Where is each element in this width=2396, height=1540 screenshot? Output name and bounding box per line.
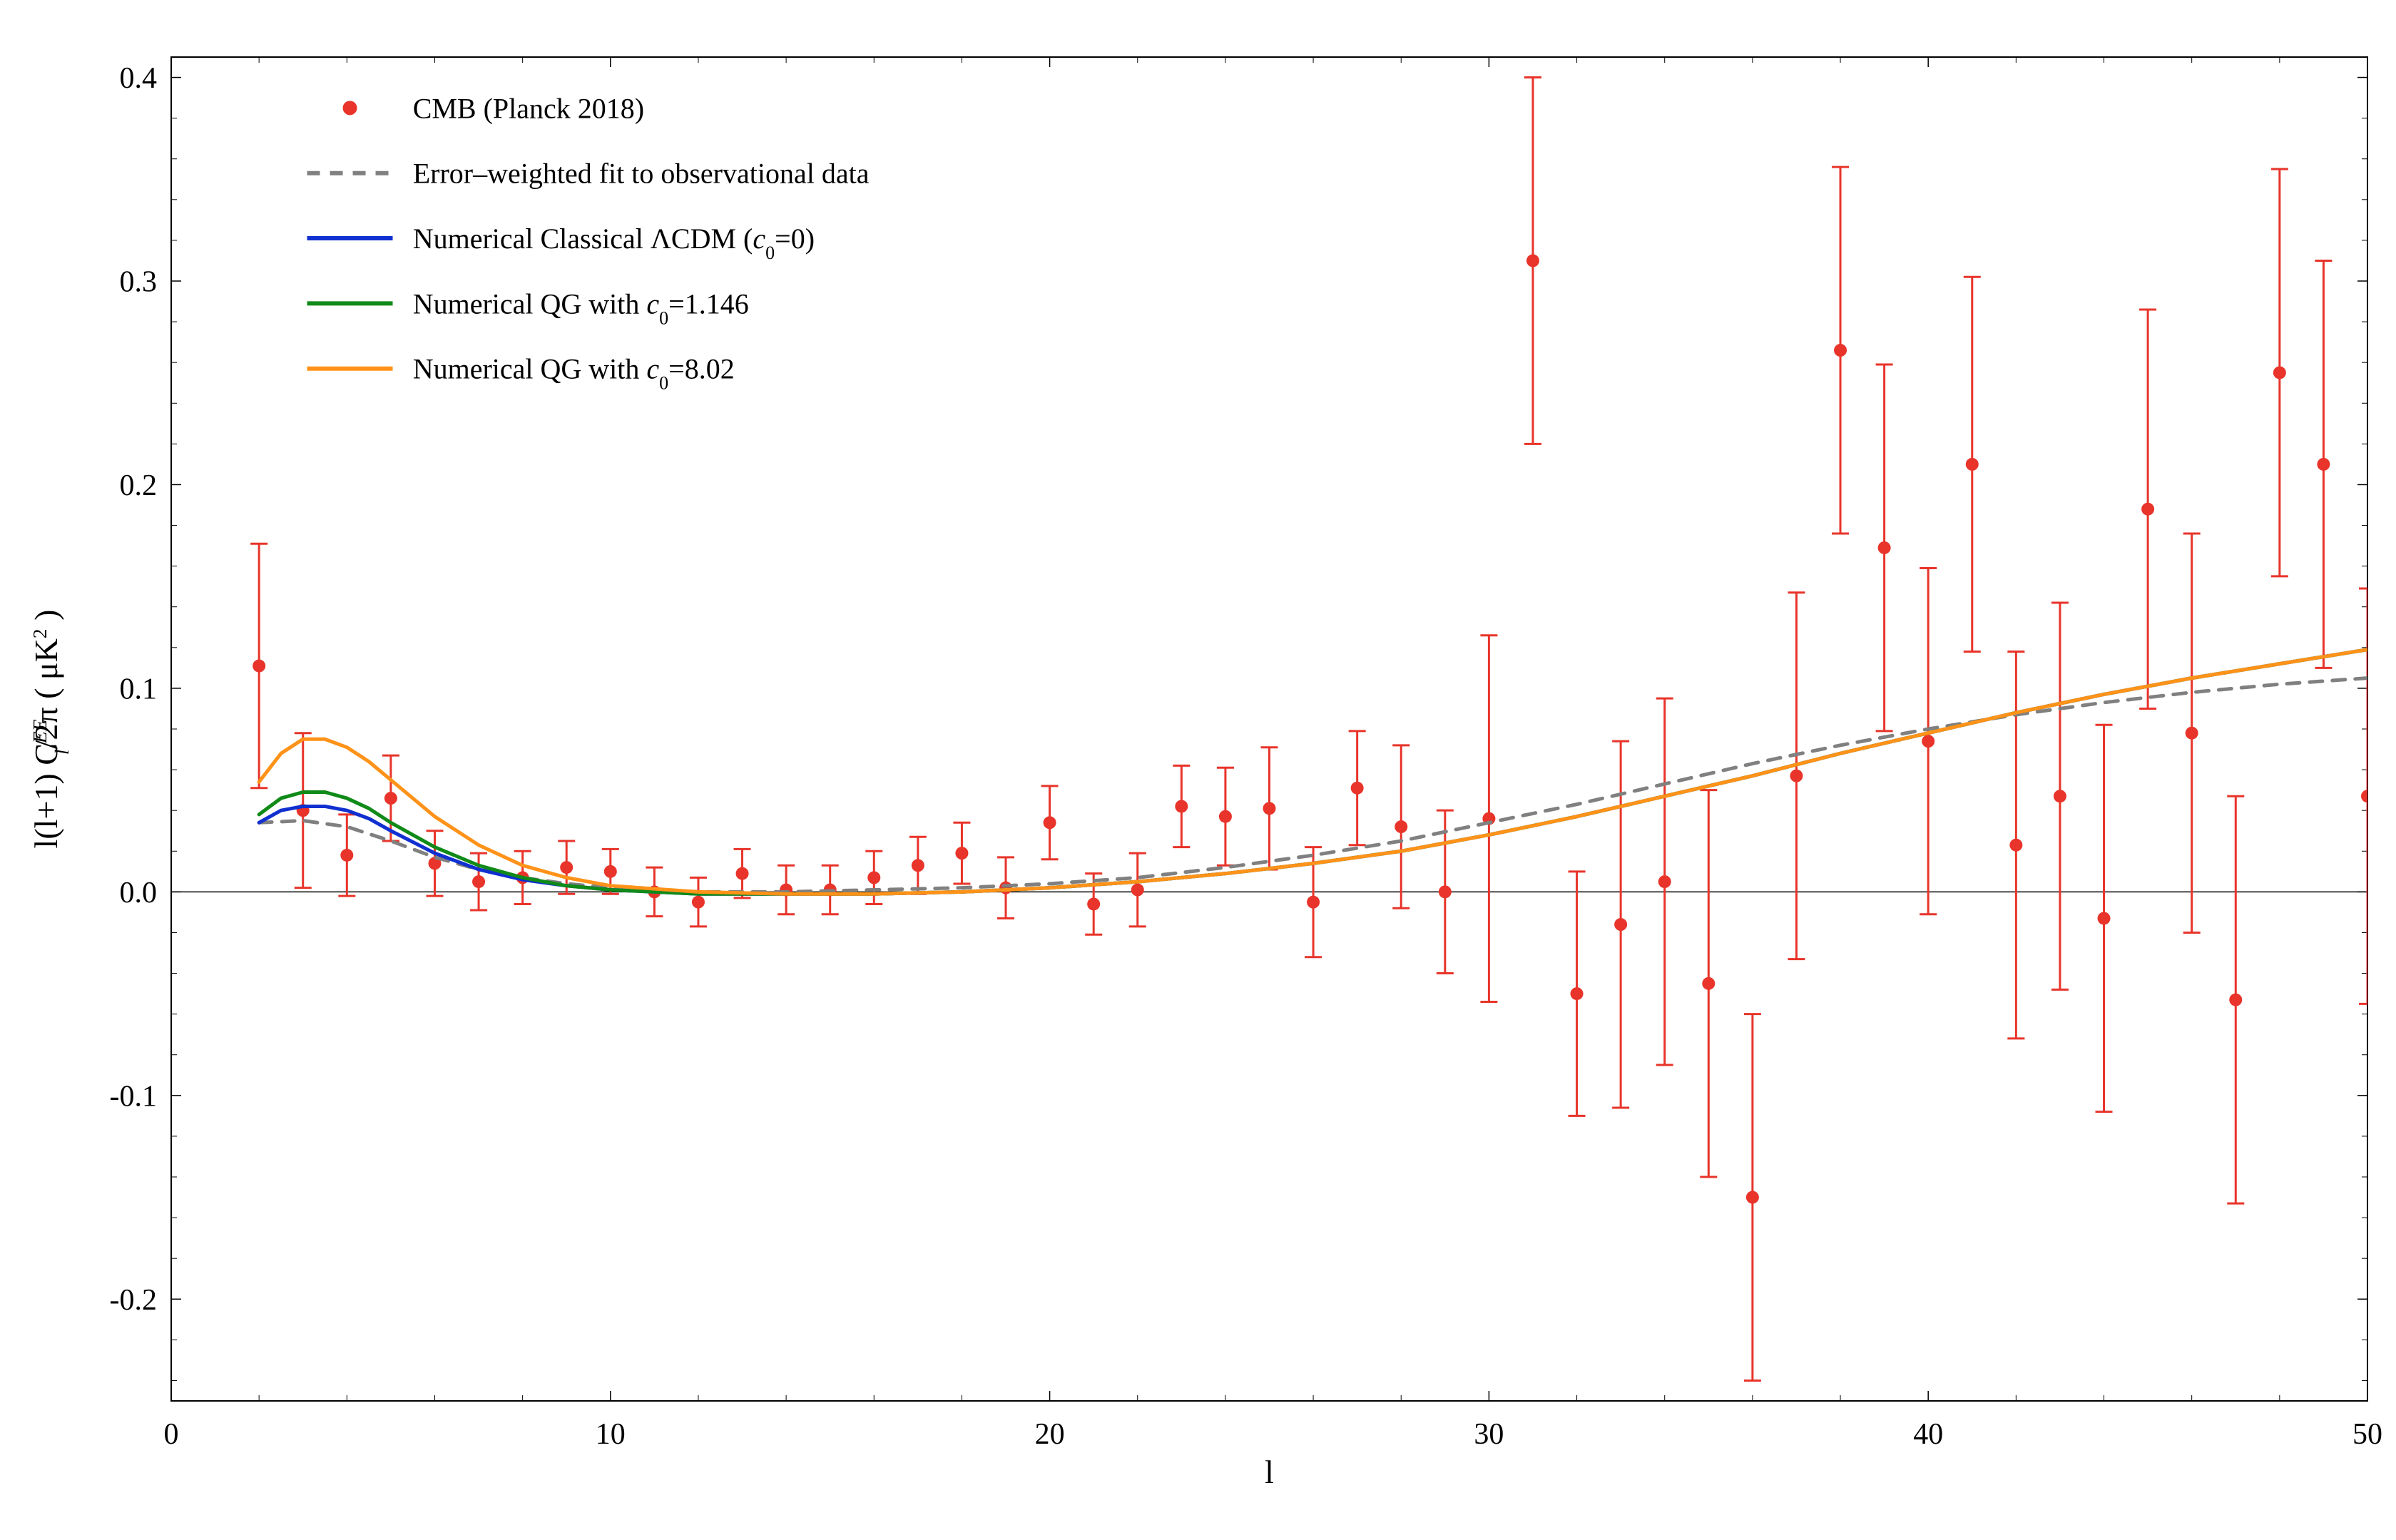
legend-label: CMB (Planck 2018)	[413, 92, 644, 124]
y-tick-label: 0.1	[120, 673, 158, 706]
data-point	[1614, 918, 1627, 931]
x-tick-label: 20	[1035, 1418, 1065, 1451]
data-point	[1922, 735, 1934, 748]
data-point	[1702, 977, 1715, 990]
data-point	[2317, 458, 2330, 471]
y-tick-label: -0.2	[110, 1284, 158, 1317]
data-point	[1966, 458, 1979, 471]
data-point	[867, 871, 880, 884]
legend-label: Numerical QG with c0=8.02	[413, 353, 735, 394]
data-point	[1526, 254, 1539, 267]
data-point	[2009, 839, 2022, 852]
data-point	[1351, 782, 1364, 795]
power-spectrum-chart: 0 10 20 30 40 50 -0.2 -0.1 0.0 0.1 0.2 0.3 0.4 l l(l+1…	[14, 14, 2396, 1522]
data-point	[1746, 1191, 1759, 1204]
data-point	[1307, 896, 1320, 909]
chart-container: 0 10 20 30 40 50 -0.2 -0.1 0.0 0.1 0.2 0.3 0.4 l l(l+1…	[14, 14, 2382, 1526]
data-point	[2141, 503, 2154, 516]
x-tick-label: 50	[2352, 1418, 2382, 1451]
y-tick-label: 0.4	[120, 62, 158, 95]
x-tick-label: 10	[596, 1418, 626, 1451]
data-point	[2273, 366, 2286, 379]
data-point	[253, 660, 265, 673]
data-point	[2361, 790, 2374, 802]
data-point	[2229, 994, 2242, 1006]
data-point	[1834, 344, 1847, 357]
x-axis-label: l	[1265, 1454, 1274, 1490]
data-point	[912, 859, 924, 872]
data-point	[1878, 541, 1891, 554]
data-point	[1439, 885, 1452, 898]
data-point	[1219, 810, 1232, 823]
data-point	[2186, 727, 2198, 740]
x-tick-label: 0	[164, 1418, 179, 1451]
y-tick-label: 0.0	[120, 877, 158, 909]
data-point	[1571, 987, 1584, 1000]
legend-marker	[343, 101, 357, 115]
y-tick-label: 0.2	[120, 469, 158, 502]
data-point	[955, 847, 968, 860]
data-point	[1395, 820, 1407, 833]
y-axis-label: l(l+1) CEEl/2π ( μK2 )	[28, 610, 73, 849]
x-tick-label: 30	[1474, 1418, 1504, 1451]
data-point	[1044, 816, 1056, 829]
data-point	[340, 849, 353, 862]
data-point	[1087, 897, 1100, 910]
y-tick-label: -0.1	[110, 1081, 158, 1113]
legend-label: Error–weighted fit to observational data	[413, 158, 870, 190]
plot-frame	[171, 57, 2367, 1401]
data-point	[472, 875, 485, 888]
data-point	[692, 896, 705, 909]
data-point	[384, 792, 397, 805]
data-point	[604, 865, 617, 878]
data-point	[1175, 800, 1188, 812]
data-point	[999, 882, 1012, 894]
data-point	[2054, 790, 2066, 802]
legend-label: Numerical Classical ΛCDM (c0=0)	[413, 223, 815, 263]
data-point	[1790, 770, 1803, 782]
data-point	[2098, 912, 2111, 924]
data-point	[1131, 884, 1144, 897]
legend-label: Numerical QG with c0=1.146	[413, 287, 749, 328]
data-point	[1658, 875, 1671, 888]
y-tick-label: 0.3	[120, 266, 158, 299]
data-point	[1263, 802, 1276, 815]
data-point	[736, 867, 749, 880]
data-point	[560, 861, 573, 874]
x-tick-label: 40	[1913, 1418, 1943, 1451]
